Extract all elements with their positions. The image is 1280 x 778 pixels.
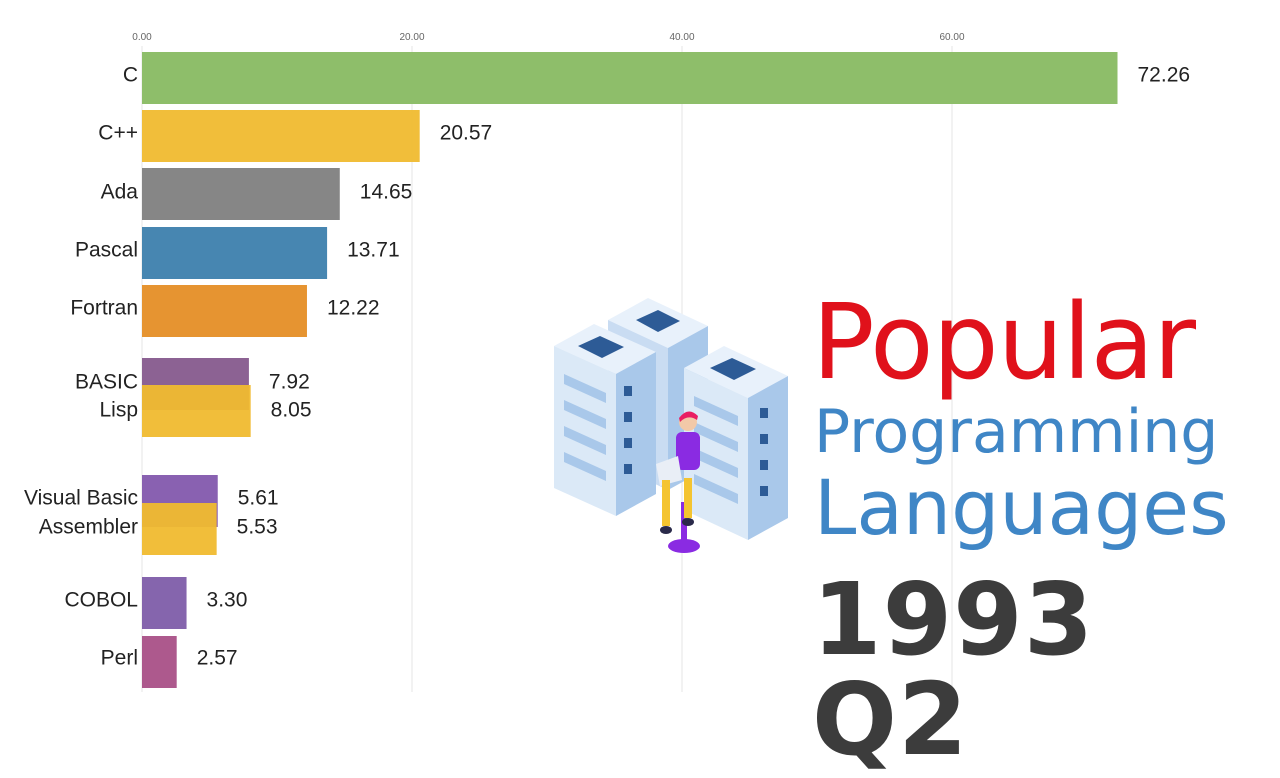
bar-chart: 0.00 20.00 40.00 60.00 C C++ Ada Pascal Fortran…: [24, 32, 1190, 692]
bars: [142, 52, 1118, 688]
bar-lisp: [142, 385, 251, 437]
category-label: Perl: [101, 647, 138, 670]
value-label: 5.53: [237, 516, 278, 539]
category-label: C: [123, 64, 138, 87]
value-label: 5.61: [238, 487, 279, 510]
category-label: Visual Basic: [24, 487, 138, 510]
value-label: 14.65: [360, 181, 413, 204]
category-label: Pascal: [75, 239, 138, 262]
bar-ada: [142, 168, 340, 220]
title-languages: Languages: [814, 463, 1229, 552]
value-label: 8.05: [271, 399, 312, 422]
server-rack-right-icon: [684, 346, 788, 540]
category-label: Lisp: [99, 399, 138, 422]
x-tick-label: 60.00: [939, 32, 964, 43]
x-tick-label: 40.00: [669, 32, 694, 43]
x-tick-label: 0.00: [132, 32, 152, 43]
bar-cobol: [142, 577, 187, 629]
category-label: Fortran: [70, 297, 138, 320]
server-rack-left-icon: [554, 324, 656, 516]
bar-c: [142, 52, 1118, 104]
category-label: COBOL: [64, 589, 138, 612]
category-label: BASIC: [75, 371, 138, 394]
value-labels: 72.26 20.57 14.65 13.71 12.22 7.92 8.05 5.61 5.5…: [197, 64, 1190, 670]
bar-c-: [142, 110, 420, 162]
value-label: 7.92: [269, 371, 310, 394]
title-programming: Programming: [814, 397, 1219, 467]
server-racks-illustration: [554, 298, 788, 553]
bar-perl: [142, 636, 177, 688]
period-label: 1993 Q2: [812, 561, 1095, 778]
value-label: 3.30: [207, 589, 248, 612]
x-axis-ticks: 0.00 20.00 40.00 60.00: [132, 32, 965, 43]
category-label: Assembler: [39, 516, 138, 539]
category-label: Ada: [101, 181, 139, 204]
value-label: 12.22: [327, 297, 380, 320]
bar-fortran: [142, 285, 307, 337]
bar-pascal: [142, 227, 328, 279]
title-popular: Popular: [812, 281, 1196, 403]
bar-assembler: [142, 503, 217, 555]
value-label: 2.57: [197, 647, 238, 670]
category-label: C++: [98, 122, 138, 145]
value-label: 13.71: [347, 239, 400, 262]
value-label: 72.26: [1138, 64, 1191, 87]
value-label: 20.57: [440, 122, 493, 145]
person-with-laptop-icon: [656, 411, 700, 553]
category-labels: C C++ Ada Pascal Fortran BASIC Lisp Visual Basi…: [24, 64, 138, 670]
x-tick-label: 20.00: [399, 32, 424, 43]
